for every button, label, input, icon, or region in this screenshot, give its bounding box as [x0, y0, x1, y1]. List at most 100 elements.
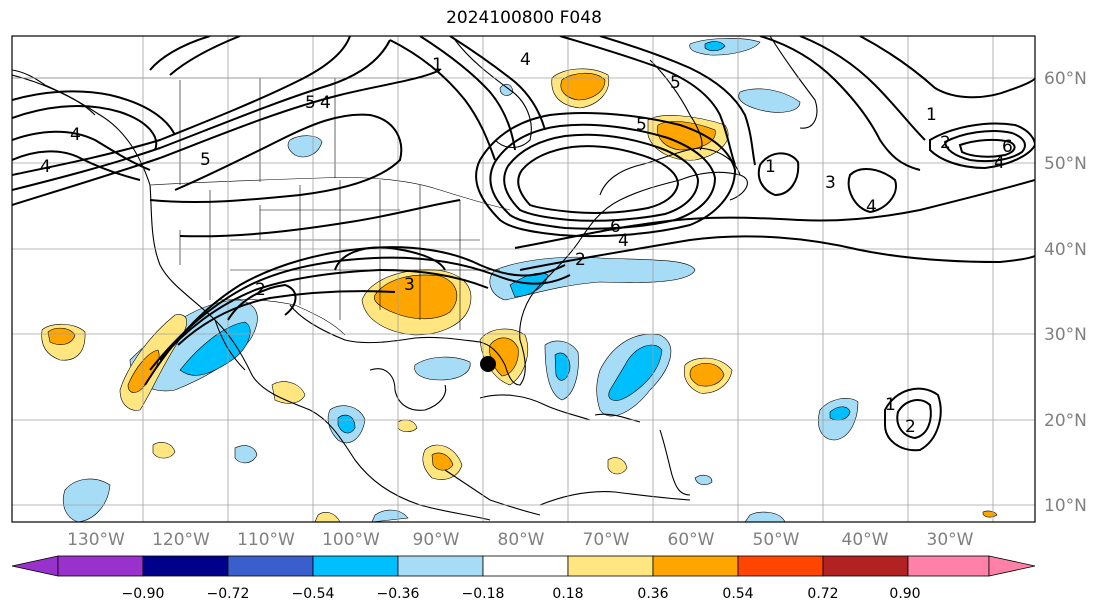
- contour-line: [958, 138, 1016, 158]
- contour-label: 6: [1002, 137, 1013, 157]
- contour-line: [943, 130, 1026, 163]
- contour-label: 2: [575, 250, 586, 270]
- coastline-layer: [12, 36, 818, 521]
- hudson-bay: [454, 39, 532, 149]
- contour-line: [159, 268, 489, 361]
- colorbar-label: 0.36: [637, 586, 668, 602]
- shade-region: [47, 327, 76, 345]
- contour-line: [179, 199, 461, 238]
- lat-axis-labels: 10°N 20°N 30°N 40°N 50°N 60°N: [1044, 69, 1087, 516]
- south-america-coast: [539, 491, 691, 506]
- colorbar-label: −0.36: [377, 586, 420, 602]
- shade-region: [431, 452, 454, 471]
- shade-region: [489, 256, 696, 301]
- lon-tick-label: 30°W: [927, 530, 974, 550]
- contour-line: [149, 36, 211, 71]
- lon-tick-label: 80°W: [498, 530, 545, 550]
- baja-coast: [214, 319, 246, 371]
- shade-region: [337, 414, 356, 434]
- contour-label: 5: [305, 93, 316, 113]
- shade-region: [371, 509, 409, 522]
- contour-label: 4: [320, 93, 331, 113]
- contour-line: [517, 145, 680, 214]
- contour-line: [559, 36, 736, 166]
- colorbar-segment: [652, 555, 739, 577]
- colorbar-segment: [822, 555, 909, 577]
- shade-region: [744, 511, 786, 522]
- gulf-coast: [289, 239, 581, 386]
- shade-region: [657, 121, 716, 151]
- contour-line: [514, 179, 1035, 249]
- shade-region: [607, 457, 628, 475]
- colorbar-label: −0.18: [462, 586, 505, 602]
- colorbar-label: 0.54: [722, 586, 753, 602]
- contour-label: 3: [404, 275, 415, 295]
- contour-label: 1: [765, 157, 776, 177]
- lat-tick-label: 50°N: [1044, 154, 1087, 174]
- shade-region: [554, 352, 571, 381]
- hispaniola-coast: [594, 413, 641, 423]
- contour-line: [847, 168, 897, 214]
- colorbar-segment: [57, 555, 144, 577]
- shade-region: [234, 445, 258, 464]
- lat-tick-label: 20°N: [1044, 411, 1087, 431]
- contour-line: [859, 36, 1035, 99]
- colorbar-extend-min: [11, 555, 59, 577]
- shade-region: [704, 41, 726, 52]
- contour-line: [227, 283, 297, 321]
- map-frame: [11, 35, 1036, 523]
- contour-label: 4: [994, 153, 1005, 173]
- shade-region: [560, 72, 606, 101]
- lon-tick-label: 70°W: [583, 530, 630, 550]
- colorbar-extend-max: [988, 555, 1036, 577]
- colorbar-label: −0.54: [292, 586, 335, 602]
- contour-line: [12, 39, 391, 191]
- contour-line: [419, 36, 516, 151]
- greenland-coast: [769, 36, 818, 129]
- contour-line: [334, 246, 446, 271]
- storm-center-dot: [480, 356, 496, 372]
- contour-label: 4: [618, 231, 629, 251]
- contour-line: [12, 69, 441, 206]
- shade-region: [179, 321, 251, 376]
- contour-label: 4: [520, 50, 531, 70]
- colorbar-segment: [227, 555, 314, 577]
- lon-tick-label: 130°W: [67, 530, 125, 550]
- lon-tick-label: 60°W: [668, 530, 715, 550]
- shade-region: [829, 406, 851, 421]
- us-canada-border: [149, 177, 511, 211]
- lat-tick-label: 10°N: [1044, 496, 1087, 516]
- contour-labels: 4 4 5 4 5 2 3 2 4 6 1 5 1 3 4 5 6 4 1 4 …: [40, 50, 1013, 437]
- contour-line: [149, 113, 403, 204]
- contour-label: 5: [200, 150, 211, 170]
- shade-region: [738, 88, 801, 113]
- lon-tick-label: 100°W: [322, 530, 380, 550]
- us-mexico-border: [219, 298, 346, 336]
- colorbar-segment: [907, 555, 990, 577]
- shade-region: [689, 362, 725, 387]
- contour-line: [12, 104, 158, 151]
- contour-line: [896, 399, 932, 440]
- contour-line: [12, 130, 151, 171]
- lon-tick-label: 120°W: [152, 530, 210, 550]
- colorbar-label: 0.90: [889, 586, 920, 602]
- shade-region: [499, 83, 514, 96]
- contour-line: [503, 133, 700, 222]
- contour-line: [759, 36, 921, 171]
- contour-label: 4: [40, 157, 51, 177]
- contour-label: 5: [636, 115, 647, 135]
- lesser-antilles: [659, 429, 691, 496]
- north-america-coast: [12, 74, 491, 521]
- lon-tick-label: 90°W: [413, 530, 460, 550]
- contour-line: [177, 290, 396, 346]
- lat-tick-label: 40°N: [1044, 240, 1087, 260]
- contour-line: [489, 123, 717, 230]
- contour-line: [884, 387, 942, 452]
- shade-region: [608, 344, 663, 401]
- contour-line: [757, 152, 800, 197]
- lat-tick-label: 60°N: [1044, 69, 1087, 89]
- contour-line: [599, 36, 756, 166]
- colorbar-segment: [567, 555, 654, 577]
- shade-region: [694, 474, 713, 486]
- contour-line: [149, 256, 571, 371]
